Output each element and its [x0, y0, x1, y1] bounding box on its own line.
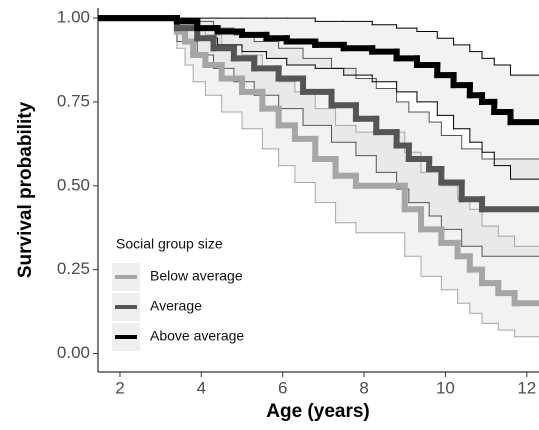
confidence-band [404, 152, 422, 257]
y-tick-label: 0.00 [57, 343, 90, 362]
confidence-band [498, 236, 515, 331]
x-axis-title: Age (years) [266, 401, 370, 422]
confidence-band [510, 75, 539, 180]
confidence-band [421, 172, 442, 277]
confidence-band [441, 185, 458, 290]
confidence-band [482, 226, 499, 324]
x-tick-label: 2 [115, 378, 124, 397]
x-tick-label: 10 [436, 378, 455, 397]
x-tick-label: 8 [359, 378, 368, 397]
legend-label: Below average [150, 268, 243, 284]
confidence-band [482, 58, 495, 153]
y-tick-label: 0.25 [57, 259, 90, 278]
confidence-band [315, 108, 336, 203]
x-tick-label: 6 [278, 378, 287, 397]
y-tick-label: 1.00 [57, 8, 90, 27]
confidence-band [494, 65, 511, 166]
confidence-band [457, 199, 470, 304]
legend-title: Social group size [116, 236, 223, 252]
plot-area [98, 15, 539, 338]
x-tick-label: 4 [197, 378, 206, 397]
y-tick-label: 0.75 [57, 91, 90, 110]
y-tick-label: 0.50 [57, 175, 90, 194]
x-tick-label: 12 [517, 378, 536, 397]
legend-label: Average [150, 298, 202, 314]
legend-label: Above average [150, 328, 244, 344]
confidence-band [469, 209, 483, 314]
confidence-band [514, 246, 539, 337]
y-axis-title: Survival probability [15, 101, 36, 278]
